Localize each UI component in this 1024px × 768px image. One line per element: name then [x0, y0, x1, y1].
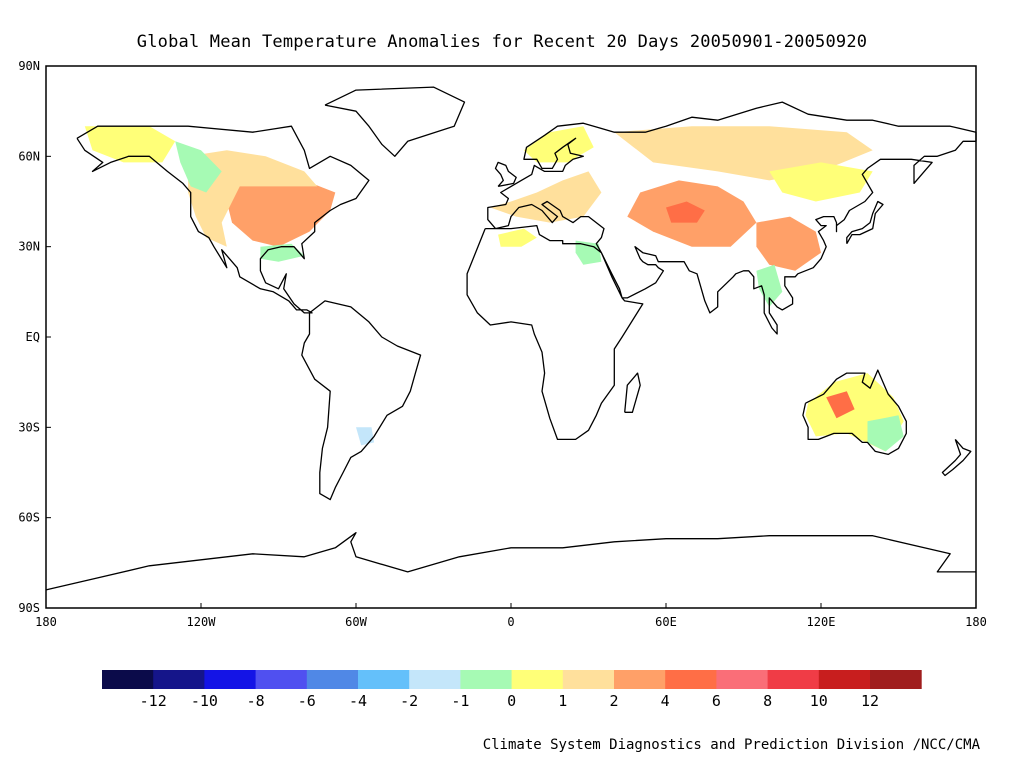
- colorbar-swatch: [153, 670, 205, 689]
- anomaly-north-america-mild: [188, 150, 318, 247]
- colorbar-label: -2: [400, 692, 418, 710]
- colorbar-swatch: [767, 670, 820, 689]
- colorbar-swatch: [870, 670, 922, 689]
- greenland-coast: [324, 86, 466, 157]
- anomaly-north-africa-mild: [498, 228, 537, 247]
- lat-tick-label: 90N: [18, 59, 40, 73]
- colorbar-swatch: [665, 670, 717, 689]
- anomaly-alaska-mild: [84, 126, 176, 163]
- colorbar-label: 4: [661, 692, 670, 710]
- colorbar-label: -4: [349, 692, 367, 710]
- anomaly-canada-cool: [175, 141, 222, 193]
- anomaly-east-siberia-mild: [769, 162, 873, 202]
- chart-title: Global Mean Temperature Anomalies for Re…: [136, 32, 868, 52]
- madagascar-coast: [624, 372, 641, 413]
- colorbar-label: 1: [558, 692, 567, 710]
- colorbar-swatch: [716, 670, 769, 689]
- lat-tick-label: 30S: [18, 420, 40, 434]
- lon-tick-label: 180: [965, 615, 987, 629]
- lat-tick-label: EQ: [26, 330, 40, 344]
- uk-coast: [494, 161, 517, 188]
- anomaly-scandinavia-mild: [523, 126, 594, 163]
- colorbar-label: 8: [763, 692, 772, 710]
- lat-tick-label: 90S: [18, 601, 40, 615]
- lat-tick-label: 60N: [18, 149, 40, 163]
- colorbar-swatch: [306, 670, 359, 689]
- colorbar-swatch: [511, 670, 564, 689]
- credit-text: Climate System Diagnostics and Predictio…: [482, 737, 980, 753]
- lat-tick-label: 30N: [18, 240, 40, 254]
- anomaly-central-asia-hot: [666, 201, 705, 223]
- colorbar-swatch: [204, 670, 257, 689]
- colorbar-label: 2: [609, 692, 618, 710]
- colorbar-swatch: [614, 670, 666, 689]
- anomaly-north-america-warm: [226, 171, 336, 247]
- antarctica-coast: [45, 532, 976, 591]
- colorbar-label: -8: [247, 692, 265, 710]
- colorbar-swatch: [409, 670, 461, 689]
- lon-tick-label: 60W: [345, 615, 367, 629]
- anomaly-australia-cool: [867, 415, 904, 452]
- lon-tick-label: 180: [35, 615, 57, 629]
- colorbar-label: -1: [451, 692, 469, 710]
- colorbar-label: -12: [140, 692, 167, 710]
- colorbar-swatch: [562, 670, 615, 689]
- colorbar-label: -6: [298, 692, 316, 710]
- australia-coast: [802, 369, 907, 456]
- colorbar-swatch: [818, 670, 871, 689]
- lon-tick-label: 120W: [187, 615, 217, 629]
- colorbar-label: -10: [191, 692, 218, 710]
- south-america-coast: [301, 300, 422, 501]
- colorbar-label: 6: [712, 692, 721, 710]
- anomaly-gulf-cool: [260, 243, 305, 262]
- new-zealand-coast: [941, 438, 972, 477]
- lat-tick-label: 60S: [18, 511, 40, 525]
- japan-coast: [846, 200, 884, 245]
- colorbar-swatch: [102, 670, 154, 689]
- lon-tick-label: 120E: [807, 615, 836, 629]
- colorbar-swatch: [255, 670, 308, 689]
- anomaly-south-america-cool: [356, 427, 375, 446]
- coastline-layer: [45, 86, 977, 591]
- lon-tick-label: 0: [507, 615, 514, 629]
- color-legend: -12 -10 -8 -6 -4 -2 -1 0 1 2 4 6 8 10 12: [102, 670, 922, 710]
- north-america-coast: [76, 125, 370, 314]
- anomaly-europe-mild: [490, 171, 602, 223]
- colorbar-swatch: [358, 670, 410, 689]
- colorbar-label: 12: [861, 692, 879, 710]
- anomaly-southeast-asia-cool: [756, 264, 783, 307]
- anomaly-china-warm: [756, 216, 821, 271]
- anomaly-layer: [84, 126, 904, 452]
- lon-tick-label: 60E: [655, 615, 677, 629]
- anomaly-australia-warm: [826, 391, 855, 419]
- anomaly-egypt-cool: [575, 240, 602, 265]
- colorbar-swatch: [460, 670, 513, 689]
- colorbar-label: 0: [507, 692, 516, 710]
- colorbar-label: 10: [810, 692, 828, 710]
